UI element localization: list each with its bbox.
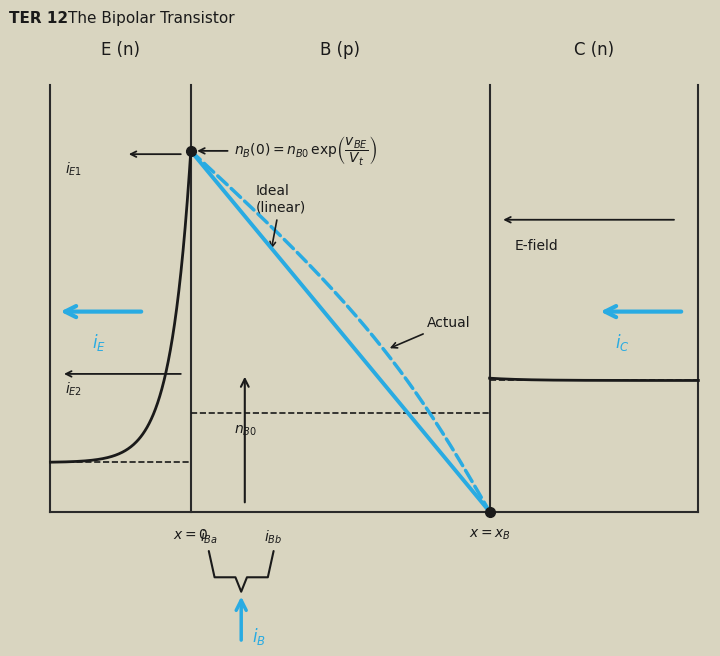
Text: $x = x_B$: $x = x_B$ xyxy=(469,528,510,543)
Text: $i_{Ba}$: $i_{Ba}$ xyxy=(200,528,217,546)
Text: $n_{B0}$: $n_{B0}$ xyxy=(234,423,257,438)
Text: The Bipolar Transistor: The Bipolar Transistor xyxy=(68,11,235,26)
Text: $x = 0$: $x = 0$ xyxy=(173,528,209,542)
Text: $i_B$: $i_B$ xyxy=(252,626,266,647)
Text: Ideal
(linear): Ideal (linear) xyxy=(256,184,306,247)
Text: E-field: E-field xyxy=(515,239,559,253)
Text: TER 12: TER 12 xyxy=(9,11,68,26)
Text: $i_{E2}$: $i_{E2}$ xyxy=(65,380,82,398)
Text: E (n): E (n) xyxy=(101,41,140,59)
Text: $n_B(0) = n_{B0}\,\exp\!\left(\dfrac{v_{BE}}{V_t}\right)$: $n_B(0) = n_{B0}\,\exp\!\left(\dfrac{v_{… xyxy=(234,134,377,167)
Text: $i_E$: $i_E$ xyxy=(92,332,106,353)
Text: $i_{Bb}$: $i_{Bb}$ xyxy=(264,528,283,546)
Text: B (p): B (p) xyxy=(320,41,360,59)
Text: C (n): C (n) xyxy=(574,41,614,59)
Text: Actual: Actual xyxy=(392,316,470,348)
Text: $i_C$: $i_C$ xyxy=(616,332,630,353)
Text: $i_{E1}$: $i_{E1}$ xyxy=(65,161,82,178)
